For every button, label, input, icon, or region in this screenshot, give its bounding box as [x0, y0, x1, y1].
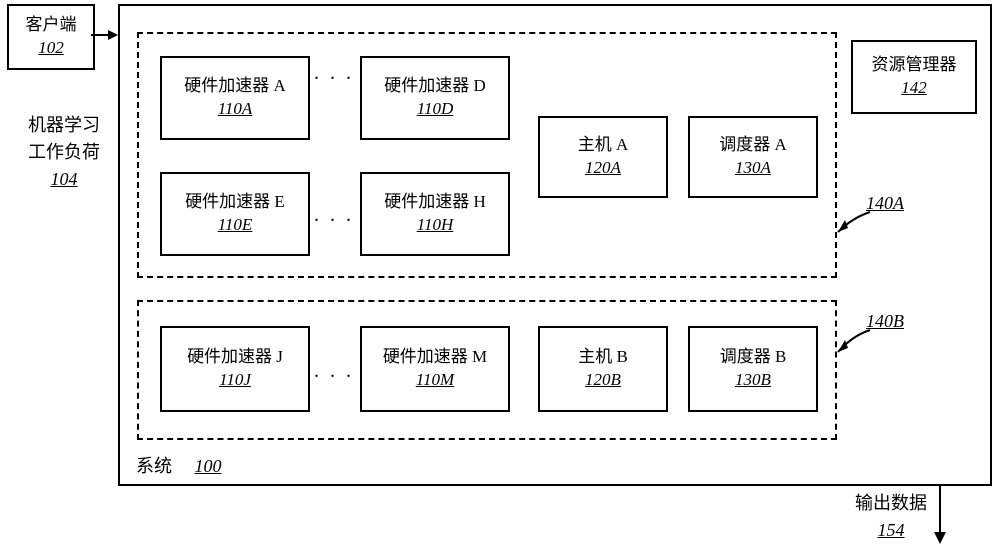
diagram-canvas: 客户端 102 机器学习 工作负荷 104 系统 100 资源管理器 142 硬… [0, 0, 1000, 548]
output-label: 输出数据 [855, 493, 927, 513]
output-text: 输出数据 154 [846, 490, 936, 544]
arrow-output [0, 0, 1000, 548]
output-ref: 154 [878, 520, 905, 540]
